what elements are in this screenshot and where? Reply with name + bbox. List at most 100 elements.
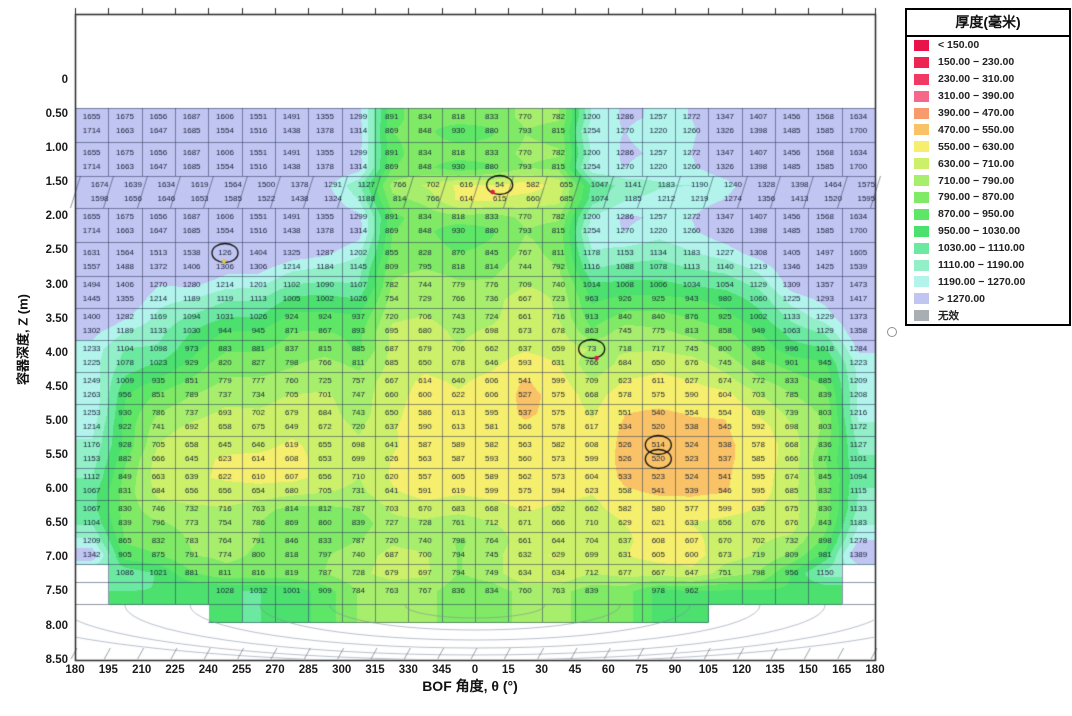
thickness-legend: 厚度(毫米) < 150.00 150.00 − 230.00 230.00 − 3… [905,8,1071,327]
y-tick-label: 3.50 [45,313,68,325]
legend-swatch [914,175,929,187]
x-tick-label: 15 [501,664,515,676]
y-tick-label: 7.00 [45,551,68,563]
legend-entry-label: 550.00 − 630.00 [938,140,1015,153]
x-tick-label: 45 [568,664,582,676]
legend-entry: 1030.00 − 1110.00 [907,240,1069,257]
legend-entry: 150.00 − 230.00 [907,54,1069,71]
legend-entry: 390.00 − 470.00 [907,105,1069,122]
legend-entry: 950.00 − 1030.00 [907,223,1069,240]
y-tick-label: 4.50 [45,381,68,393]
legend-entry: 710.00 − 790.00 [907,172,1069,189]
y-tick-label: 2.00 [45,210,68,222]
y-tick-label: 8.50 [45,654,68,666]
legend-entry: 470.00 − 550.00 [907,121,1069,138]
x-tick-label: 300 [332,664,352,676]
legend-swatch [914,56,929,68]
legend-swatch [914,191,929,203]
legend-title: 厚度(毫米) [907,10,1069,37]
legend-swatch [914,124,929,136]
legend-entry: 310.00 − 390.00 [907,88,1069,105]
y-tick-label: 1.00 [45,142,68,154]
legend-swatch [914,293,929,305]
legend-swatch [914,242,929,254]
legend-swatch [914,310,929,322]
y-tick-label: 5.50 [45,449,68,461]
legend-entry-label: 390.00 − 470.00 [938,107,1015,119]
x-tick-label: 30 [535,664,549,676]
legend-entry-label: 310.00 − 390.00 [938,90,1015,103]
x-tick-label: 345 [432,664,452,676]
legend-entry: 790.00 − 870.00 [907,189,1069,206]
legend-entry: < 150.00 [907,37,1069,54]
legend-swatch [914,225,929,237]
x-tick-label: 105 [698,664,718,676]
legend-swatch [914,259,929,271]
x-tick-label: 195 [98,664,118,676]
x-tick-label: 120 [732,664,752,676]
x-tick-label: 60 [601,664,615,676]
legend-entry: 无效 [907,307,1069,324]
legend-entry-label: 950.00 − 1030.00 [938,225,1021,238]
x-tick-label: 135 [765,664,785,676]
legend-entry-label: 1190.00 − 1270.00 [938,275,1026,288]
legend-entry-label: > 1270.00 [938,292,986,305]
legend-entry-label: 230.00 − 310.00 [938,73,1015,86]
legend-entry-label: 1110.00 − 1190.00 [938,259,1025,272]
x-tick-label: 180 [65,664,85,676]
legend-entry-label: 150.00 − 230.00 [938,56,1015,69]
y-tick-label: 4.00 [45,347,68,359]
y-tick-label: 5.00 [45,415,68,427]
legend-swatch [914,158,929,170]
legend-entry-label: 790.00 − 870.00 [938,191,1015,204]
legend-entry: 630.00 − 710.00 [907,155,1069,172]
legend-swatch [914,73,929,85]
x-tick-label: 75 [635,664,649,676]
stray-ring-marker [887,327,897,337]
x-tick-label: 225 [165,664,185,676]
y-tick-label: 3.00 [45,279,68,291]
legend-swatch [914,39,929,51]
legend-swatch [914,276,929,288]
legend-swatch [914,208,929,220]
x-tick-label: 210 [132,664,152,676]
x-tick-label: 150 [798,664,818,676]
x-tick-label: 0 [471,664,479,676]
legend-entry-label: 470.00 − 550.00 [938,123,1015,136]
legend-entry-label: 1030.00 − 1110.00 [938,242,1025,255]
y-tick-label: 2.50 [45,244,68,256]
legend-entry-label: < 150.00 [938,39,980,52]
x-tick-label: 330 [398,664,418,676]
y-tick-label: 6.00 [45,483,68,495]
x-tick-label: 285 [298,664,318,676]
x-tick-label: 90 [668,664,682,676]
legend-entry: 1110.00 − 1190.00 [907,257,1069,274]
legend-entry: 230.00 − 310.00 [907,71,1069,88]
x-tick-label: 180 [865,664,885,676]
y-tick-label: 0 [61,74,68,86]
x-tick-label: 315 [365,664,385,676]
x-tick-label: 255 [232,664,252,676]
y-tick-label: 7.50 [45,585,68,597]
legend-swatch [914,90,929,102]
legend-entry-label: 710.00 − 790.00 [938,174,1015,187]
legend-swatch [914,107,929,119]
legend-entry: 1190.00 − 1270.00 [907,273,1069,290]
x-axis-title: BOF 角度, θ (°) [422,678,518,694]
legend-entry-label: 870.00 − 950.00 [938,208,1015,221]
legend-entry-label: 无效 [938,310,959,323]
y-axis-title: 容器深度, Z (m) [15,294,31,385]
x-tick-label: 270 [265,664,285,676]
legend-entry: > 1270.00 [907,290,1069,307]
y-tick-label: 0.50 [45,108,68,120]
legend-swatch [914,141,929,153]
y-tick-label: 6.50 [45,517,68,529]
y-tick-label: 8.00 [45,620,68,632]
y-tick-label: 1.50 [45,176,68,188]
legend-entries: < 150.00 150.00 − 230.00 230.00 − 310.00 31… [907,37,1069,324]
legend-entry: 870.00 − 950.00 [907,206,1069,223]
x-tick-label: 240 [198,664,218,676]
legend-entry: 550.00 − 630.00 [907,138,1069,155]
x-tick-label: 165 [832,664,852,676]
